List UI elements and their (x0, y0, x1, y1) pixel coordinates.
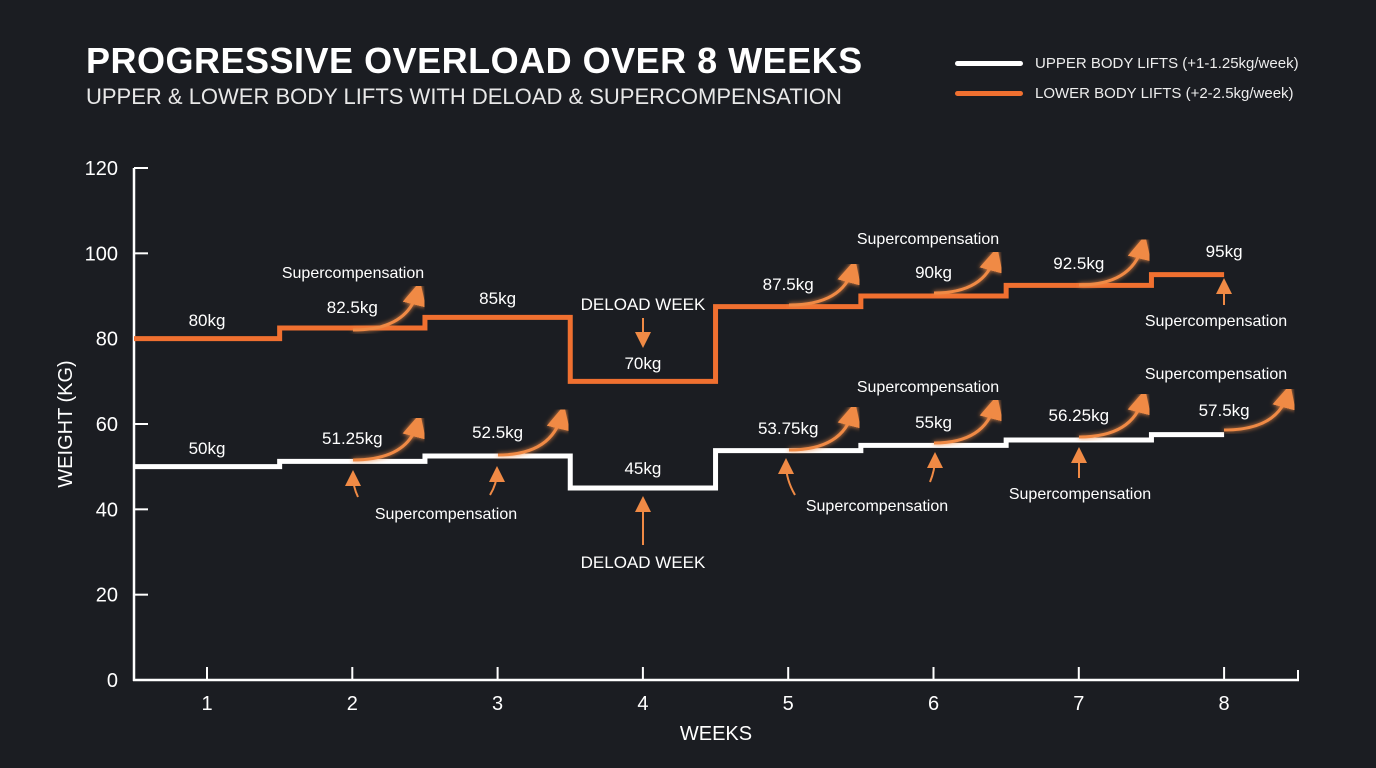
data-label: 53.75kg (758, 419, 819, 438)
data-label: 56.25kg (1049, 406, 1110, 425)
supercompensation-pointer-arrow (778, 458, 796, 496)
legend-item-upper: UPPER BODY LIFTS (+1-1.25kg/week) (955, 48, 1299, 78)
supercompensation-pointer-arrow (345, 470, 362, 498)
legend: UPPER BODY LIFTS (+1-1.25kg/week) LOWER … (955, 48, 1299, 108)
supercompensation-label: Supercompensation (375, 506, 517, 523)
supercompensation-label: Supercompensation (1145, 366, 1287, 383)
data-label: 85kg (479, 289, 516, 308)
supercompensation-curve-arrow (1223, 384, 1296, 432)
supercompensation-label: Supercompensation (1145, 313, 1287, 330)
x-tick-label: 7 (1073, 693, 1084, 715)
supercompensation-label: Supercompensation (1009, 486, 1151, 503)
data-label: 45kg (624, 459, 661, 478)
y-tick-label: 80 (96, 329, 118, 351)
x-tick-label: 4 (637, 693, 648, 715)
supercompensation-curve-arrow (352, 281, 426, 332)
legend-label-upper: UPPER BODY LIFTS (+1-1.25kg/week) (1035, 54, 1299, 72)
y-tick-label: 0 (107, 670, 118, 692)
supercompensation-curve-arrow (788, 259, 861, 307)
data-label: 70kg (624, 354, 661, 373)
x-tick-label: 5 (783, 693, 794, 715)
x-tick-label: 3 (492, 693, 503, 715)
lower-body-line (134, 272, 1225, 384)
upper-body-line (134, 432, 1225, 491)
supercompensation-curve-arrow (788, 402, 861, 452)
supercompensation-curve-arrow (497, 405, 571, 457)
supercompensation-label: Supercompensation (857, 231, 999, 248)
x-tick-label: 2 (347, 693, 358, 715)
x-tick-label: 1 (201, 693, 212, 715)
deload-label-lower: DELOAD WEEK (581, 295, 706, 314)
legend-swatch-upper (955, 60, 1023, 66)
supercompensation-label: Supercompensation (806, 498, 948, 515)
y-tick-label: 40 (96, 499, 118, 521)
data-label: 87.5kg (763, 275, 814, 294)
y-tick-label: 60 (96, 414, 118, 436)
y-tick-label: 100 (85, 243, 118, 265)
deload-label-upper: DELOAD WEEK (581, 553, 706, 572)
x-axis-label: WEEKS (680, 723, 752, 745)
legend-item-lower: LOWER BODY LIFTS (+2-2.5kg/week) (955, 78, 1299, 108)
legend-swatch-lower (955, 90, 1023, 96)
supercompensation-pointer-arrow (488, 466, 505, 496)
x-tick-label: 6 (928, 693, 939, 715)
supercompensation-label: Supercompensation (282, 265, 424, 282)
data-label: 55kg (915, 413, 952, 432)
data-label: 95kg (1206, 242, 1243, 261)
chart-subtitle: UPPER & LOWER BODY LIFTS WITH DELOAD & S… (86, 84, 842, 109)
supercompensation-pointer-arrow (926, 452, 943, 483)
supercompensation-curve-arrow (933, 395, 1003, 445)
y-tick-label: 120 (85, 158, 118, 180)
supercompensation-curve-arrow (1078, 389, 1151, 439)
data-label: 51.25kg (322, 429, 383, 448)
data-label: 52.5kg (472, 423, 523, 442)
x-tick-label: 8 (1219, 693, 1230, 715)
data-label: 92.5kg (1053, 254, 1104, 273)
supercompensation-curve-arrow (933, 247, 1003, 295)
y-axis-label: WEIGHT (KG) (55, 360, 77, 487)
data-label: 82.5kg (327, 298, 378, 317)
data-label: 80kg (189, 311, 226, 330)
data-label: 57.5kg (1199, 401, 1250, 420)
y-tick-label: 20 (96, 585, 118, 607)
supercompensation-curve-arrow (1078, 235, 1152, 287)
supercompensation-curve-arrow (352, 413, 426, 462)
legend-label-lower: LOWER BODY LIFTS (+2-2.5kg/week) (1035, 84, 1294, 102)
data-label: 50kg (189, 439, 226, 458)
supercompensation-label: Supercompensation (857, 379, 999, 396)
data-label: 90kg (915, 263, 952, 282)
chart-title: PROGRESSIVE OVERLOAD OVER 8 WEEKS (86, 40, 863, 81)
